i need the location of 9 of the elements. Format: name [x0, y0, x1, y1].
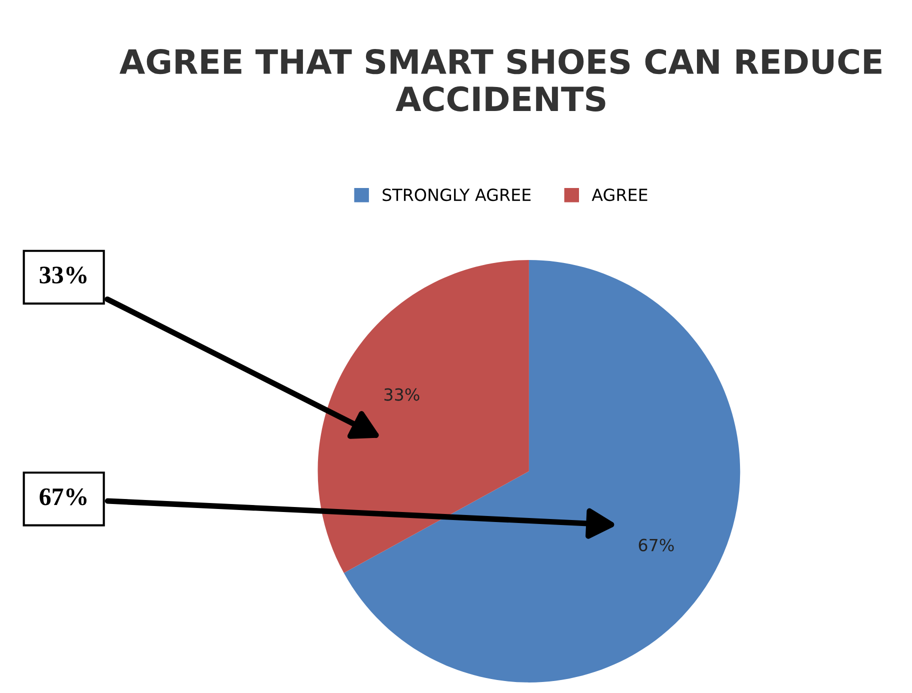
legend-label: AGREE	[592, 188, 648, 202]
pie-slice	[318, 260, 529, 573]
data-label: 67%	[638, 538, 674, 552]
data-label: 33%	[384, 388, 420, 401]
chart-title: AGREE THAT SMART SHOES CAN REDUCE ACCIDENTS	[120, 48, 882, 112]
text: 33%	[40, 266, 86, 284]
text: 67%	[40, 488, 86, 506]
pie-slice	[344, 260, 740, 682]
legend-label: STRONGLY AGREE	[382, 188, 531, 202]
